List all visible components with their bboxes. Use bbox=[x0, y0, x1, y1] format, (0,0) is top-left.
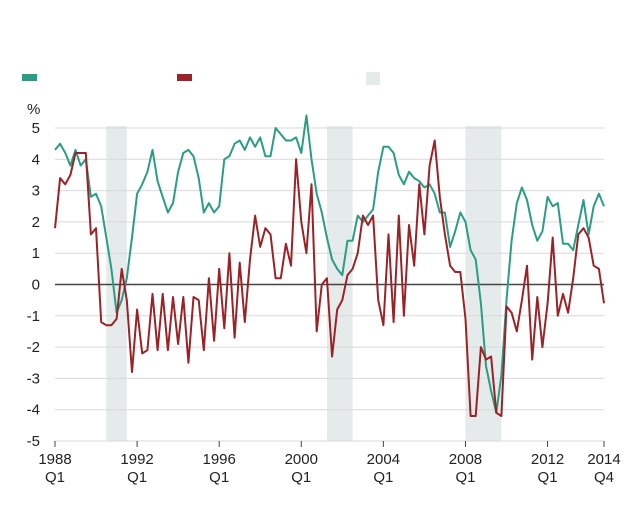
x-tick-year: 2000 bbox=[285, 451, 318, 468]
x-tick-year: 2012 bbox=[531, 451, 564, 468]
recession-band-3 bbox=[465, 126, 502, 441]
y-tick-label: -1 bbox=[27, 308, 40, 325]
recession-shading bbox=[106, 126, 502, 441]
x-tick-year: 1992 bbox=[120, 451, 153, 468]
x-tick-quarter: Q1 bbox=[538, 469, 558, 486]
y-tick-label: -2 bbox=[27, 339, 40, 356]
legend-swatch-series-2 bbox=[177, 74, 192, 81]
y-axis-unit-label: % bbox=[27, 101, 40, 118]
x-tick-year: 2008 bbox=[449, 451, 482, 468]
x-tick-year: 2004 bbox=[367, 451, 400, 468]
x-tick-quarter: Q1 bbox=[373, 469, 393, 486]
x-tick-quarter: Q1 bbox=[45, 469, 65, 486]
x-tick-quarter: Q4 bbox=[594, 469, 614, 486]
y-tick-label: 0 bbox=[32, 277, 40, 294]
x-axis-ticks: 1988Q11992Q11996Q12000Q12004Q12008Q12012… bbox=[38, 441, 621, 486]
x-tick-quarter: Q1 bbox=[455, 469, 475, 486]
y-tick-label: 5 bbox=[32, 120, 40, 137]
legend bbox=[22, 72, 380, 85]
series-2-line bbox=[54, 139, 605, 417]
y-tick-label: 4 bbox=[32, 151, 40, 168]
x-tick-quarter: Q1 bbox=[209, 469, 229, 486]
recession-band-1 bbox=[106, 126, 127, 441]
y-tick-label: 2 bbox=[32, 214, 40, 231]
y-axis-ticks: 5 4 3 2 1 0 -1 -2 -3 -4 -5 bbox=[27, 120, 40, 450]
series-lines bbox=[54, 114, 605, 417]
legend-swatch-recession bbox=[366, 72, 380, 85]
x-tick-year: 1988 bbox=[38, 451, 71, 468]
legend-swatch-series-1 bbox=[22, 74, 37, 81]
y-tick-label: -3 bbox=[27, 370, 40, 387]
y-tick-label: 1 bbox=[32, 245, 40, 262]
x-tick-year: 1996 bbox=[202, 451, 235, 468]
x-tick-year: 2014 bbox=[587, 451, 620, 468]
recession-band-2 bbox=[326, 126, 353, 441]
y-tick-label: -5 bbox=[27, 433, 40, 450]
series-1-line bbox=[54, 114, 605, 414]
x-tick-quarter: Q1 bbox=[291, 469, 311, 486]
y-tick-label: -4 bbox=[27, 402, 40, 419]
y-tick-label: 3 bbox=[32, 183, 40, 200]
x-tick-quarter: Q1 bbox=[127, 469, 147, 486]
